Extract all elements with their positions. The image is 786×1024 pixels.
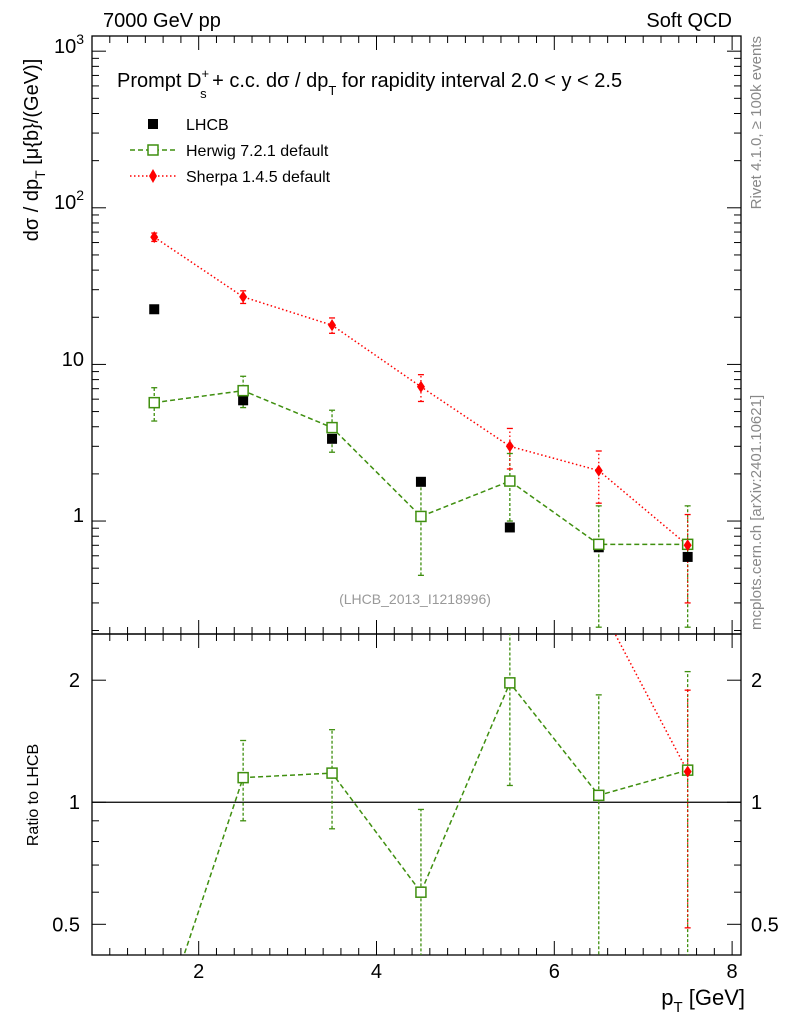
x-tick-label: 4 xyxy=(371,961,382,983)
x-tick-label: 6 xyxy=(549,961,560,983)
main-series xyxy=(148,231,694,628)
herwig-point xyxy=(148,396,160,409)
ratio-y-tick-label: 1 xyxy=(69,792,80,814)
header-right: Soft QCD xyxy=(646,10,732,32)
ratio-herwig-point xyxy=(237,771,249,784)
sherpa-point xyxy=(505,440,514,453)
lhcb-point xyxy=(238,395,249,406)
ratio-y-tick-labels: 0.5 0.5 1 1 2 2 xyxy=(52,670,779,936)
ratio-sherpa-point xyxy=(683,765,692,778)
lhcb-point xyxy=(327,433,338,444)
mcplots-text: mcplots.cern.ch [arXiv:2401.10621] xyxy=(748,395,765,630)
legend-marker-sherpa xyxy=(149,169,157,183)
legend-label-lhcb: LHCB xyxy=(186,117,229,134)
main-ticks xyxy=(92,36,741,955)
sherpa-point xyxy=(328,319,337,332)
sherpa-point xyxy=(239,290,248,303)
ratio-y-tick-label: 0.5 xyxy=(52,914,80,936)
sherpa-point xyxy=(150,231,159,244)
herwig-point xyxy=(237,384,249,397)
ratio-y-tick-label-right: 0.5 xyxy=(751,914,779,936)
herwig-point xyxy=(593,538,605,551)
y-tick-label-100: 102 xyxy=(54,187,84,214)
header-left: 7000 GeV pp xyxy=(103,10,221,32)
main-y-tick-labels: 1 10 102 103 xyxy=(54,31,84,527)
analysis-watermark: (LHCB_2013_I1218996) xyxy=(339,591,491,607)
ratio-ticks xyxy=(92,679,741,925)
x-tick-label: 8 xyxy=(727,961,738,983)
lhcb-point xyxy=(682,551,693,562)
legend-marker-herwig xyxy=(147,144,159,156)
legend-marker-lhcb xyxy=(148,119,158,129)
sherpa-point xyxy=(594,464,603,477)
lhcb-point xyxy=(149,304,160,315)
chart-title: Prompt D+ s + c.c. dσ / dpT for rapidity … xyxy=(117,66,622,101)
ratio-herwig-point xyxy=(415,886,427,898)
y-axis-label-ratio: Ratio to LHCB xyxy=(25,744,42,846)
ratio-herwig-point xyxy=(593,789,605,802)
herwig-point xyxy=(326,421,338,434)
x-tick-labels: 2 4 6 8 xyxy=(193,961,738,983)
ratio-sherpa-point xyxy=(595,597,603,609)
herwig-point xyxy=(415,510,427,523)
sherpa-point xyxy=(683,539,692,552)
y-tick-label-1000: 103 xyxy=(54,31,84,58)
ratio-y-tick-label-right: 1 xyxy=(751,792,762,814)
legend-label-herwig: Herwig 7.2.1 default xyxy=(186,143,329,160)
lhcb-point xyxy=(504,522,515,533)
legend: LHCB Herwig 7.2.1 default Sherpa 1.4.5 d… xyxy=(130,117,331,186)
ratio-plot-frame xyxy=(91,633,742,956)
ratio-y-tick-label: 2 xyxy=(69,670,80,692)
ratio-series xyxy=(183,597,694,955)
sherpa-point xyxy=(416,380,425,393)
herwig-point xyxy=(504,475,516,487)
rivet-version-text: Rivet 4.1.0, ≥ 100k events xyxy=(748,36,765,209)
y-tick-label-1: 1 xyxy=(73,505,84,527)
y-tick-label-10: 10 xyxy=(62,349,84,371)
x-tick-label: 2 xyxy=(193,961,204,983)
ratio-herwig-point xyxy=(326,767,338,779)
legend-label-sherpa: Sherpa 1.4.5 default xyxy=(186,169,331,186)
ratio-y-tick-label-right: 2 xyxy=(751,670,762,692)
lhcb-point xyxy=(415,476,426,487)
y-axis-label-main: dσ / dpT [μ{b}/(GeV)] xyxy=(21,59,48,242)
ratio-herwig-point xyxy=(504,677,516,689)
x-axis-label: pT [GeV] xyxy=(661,985,745,1016)
